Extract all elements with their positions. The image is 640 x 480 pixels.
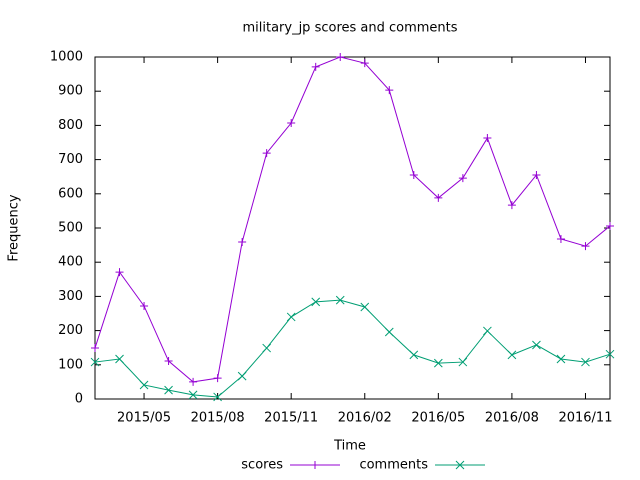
point-marker <box>189 377 198 386</box>
point-marker <box>458 357 468 367</box>
point-marker <box>532 340 541 350</box>
legend-marker <box>311 461 319 469</box>
point-marker <box>213 392 222 402</box>
point-marker <box>139 380 149 390</box>
x-axis-label: Time <box>333 439 366 454</box>
point-marker <box>483 134 492 143</box>
point-marker <box>262 343 272 353</box>
legend-marker <box>455 460 465 470</box>
point-marker <box>606 221 614 230</box>
point-marker <box>188 390 198 400</box>
y-tick-label: 300 <box>58 289 83 304</box>
point-marker <box>532 170 541 179</box>
y-tick-label: 800 <box>58 118 83 133</box>
series-line <box>94 299 611 398</box>
point-marker <box>262 149 271 158</box>
point-marker <box>409 170 418 179</box>
point-marker <box>556 234 565 243</box>
point-marker <box>483 326 492 336</box>
point-marker <box>164 357 173 366</box>
point-marker <box>213 374 222 383</box>
point-marker <box>581 242 590 251</box>
point-marker <box>360 302 370 312</box>
point-marker <box>458 174 467 183</box>
point-marker <box>115 268 124 277</box>
y-tick-label: 200 <box>58 323 83 338</box>
x-tick-label: 2015/11 <box>264 411 318 426</box>
point-marker <box>286 312 296 322</box>
point-marker <box>556 354 566 364</box>
point-marker <box>433 358 443 368</box>
plot-frame <box>94 56 611 400</box>
point-marker <box>287 119 296 128</box>
point-marker <box>409 350 419 360</box>
y-tick-label: 0 <box>75 392 83 407</box>
point-marker <box>507 201 516 210</box>
point-marker <box>434 193 443 202</box>
point-marker <box>238 238 247 247</box>
y-tick-label: 600 <box>58 186 83 201</box>
y-tick-label: 1000 <box>50 50 83 65</box>
y-axis-label: Frequency <box>7 194 22 261</box>
x-tick-label: 2016/11 <box>558 411 612 426</box>
y-tick-label: 900 <box>58 84 83 99</box>
series-line <box>94 56 611 383</box>
point-marker <box>385 86 394 95</box>
point-marker <box>91 344 99 353</box>
point-marker <box>581 357 590 367</box>
y-tick-label: 100 <box>58 357 83 372</box>
point-marker <box>360 59 369 68</box>
point-marker <box>90 357 100 367</box>
y-tick-label: 500 <box>58 221 83 236</box>
point-marker <box>115 354 124 364</box>
x-tick-label: 2016/02 <box>338 411 392 426</box>
point-marker <box>336 53 345 61</box>
x-tick-label: 2016/08 <box>485 411 539 426</box>
point-marker <box>311 297 321 307</box>
point-marker <box>140 301 149 310</box>
y-tick-label: 700 <box>58 152 83 167</box>
point-marker <box>311 62 320 71</box>
x-tick-label: 2015/05 <box>117 411 171 426</box>
legend-label: scores <box>241 458 283 473</box>
point-marker <box>164 385 173 395</box>
point-marker <box>507 350 517 360</box>
x-tick-label: 2016/05 <box>411 411 465 426</box>
chart-title: military_jp scores and comments <box>242 21 457 36</box>
point-marker <box>384 327 394 337</box>
x-tick-label: 2015/08 <box>191 411 245 426</box>
point-marker <box>335 295 345 305</box>
y-tick-label: 400 <box>58 255 83 270</box>
point-marker <box>605 349 615 359</box>
point-marker <box>237 371 247 381</box>
legend-label: comments <box>359 458 428 473</box>
